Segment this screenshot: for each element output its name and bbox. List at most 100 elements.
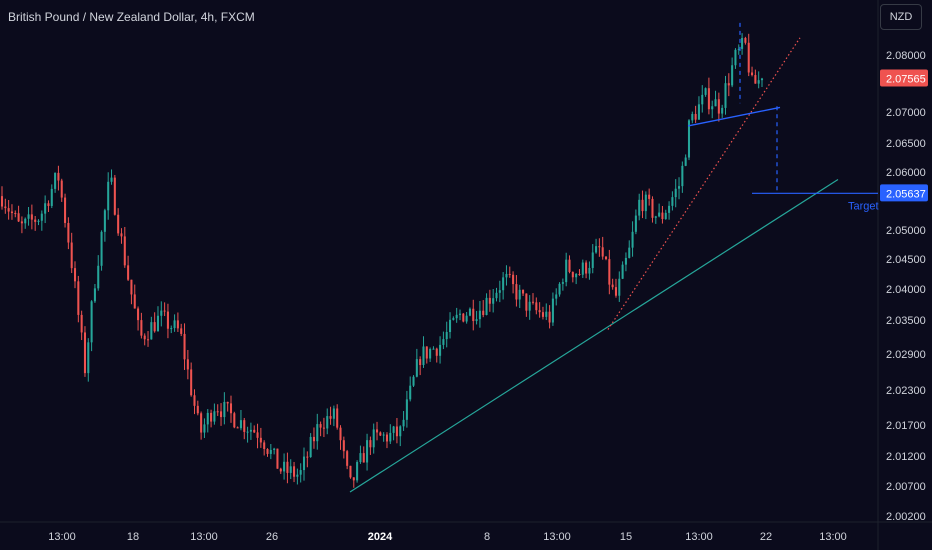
y-tick-label: 2.05000 [886, 225, 926, 237]
y-tick-label: 2.04000 [886, 284, 926, 296]
candle-body [296, 474, 299, 477]
candle-body [389, 432, 392, 442]
x-tick-label: 2024 [368, 531, 393, 543]
candle-body [558, 283, 561, 295]
support-trendline[interactable] [349, 178, 839, 493]
candle-body [20, 221, 23, 224]
candle-body [326, 416, 329, 429]
candle-body [591, 252, 594, 268]
candle-body [571, 271, 574, 278]
candle-body [525, 293, 528, 311]
candle-body [283, 461, 286, 472]
candle-body [289, 466, 292, 473]
candle-body [518, 289, 521, 300]
candle-body [34, 219, 37, 222]
candle-body [687, 120, 691, 158]
candle-body [259, 437, 262, 443]
y-tick-label: 2.03500 [886, 315, 926, 327]
currency-button[interactable]: NZD [880, 4, 922, 30]
candle-body [10, 211, 13, 214]
candle-body [548, 311, 551, 323]
candle-body [226, 401, 229, 404]
candle-body [492, 298, 495, 304]
candle-body [243, 420, 246, 432]
candle-body [405, 399, 408, 420]
candle-body [156, 315, 160, 332]
candle-body [634, 215, 637, 232]
candle-body [14, 213, 17, 215]
candle-body [638, 199, 641, 216]
candle-body [551, 298, 554, 323]
candle-body [369, 440, 372, 448]
pattern-base-line[interactable] [687, 106, 781, 127]
x-tick-label: 26 [266, 531, 278, 543]
x-tick-label: 22 [760, 531, 772, 543]
candle-body [319, 424, 322, 428]
candle-body [183, 333, 186, 360]
candle-body [422, 346, 425, 365]
candle-body [220, 411, 223, 418]
time-axis[interactable]: 13:00 18 13:00 26 2024 8 13:00 15 13:00 22 13:00 [48, 531, 847, 543]
y-tick-label: 2.06000 [886, 167, 926, 179]
candle-body [747, 42, 750, 73]
candle-body [498, 290, 501, 293]
candle-body [37, 220, 40, 222]
candle-body [306, 456, 309, 458]
candle-body [528, 301, 531, 311]
candle-body [236, 427, 239, 429]
candle-body [555, 294, 558, 299]
candle-body [741, 37, 744, 49]
candle-body [279, 468, 282, 472]
candle-body [107, 181, 110, 211]
candle-body [508, 273, 511, 275]
candle-body [4, 206, 7, 209]
candle-body [30, 214, 33, 220]
candle-body [332, 408, 335, 419]
candle-body [44, 203, 47, 214]
candle-body [737, 48, 740, 50]
candle-body [472, 308, 475, 322]
candle-body [724, 83, 727, 108]
candle-body [54, 172, 57, 189]
candle-body [342, 440, 345, 452]
candle-body [721, 107, 724, 114]
candle-body [664, 212, 667, 220]
candle-body [24, 218, 27, 224]
candle-body [727, 83, 730, 86]
candle-body [266, 449, 269, 454]
candle-body [694, 113, 697, 120]
candle-body [130, 279, 133, 295]
candle-body [302, 456, 306, 471]
candle-body [648, 194, 651, 199]
candle-body [193, 395, 196, 406]
candle-body [143, 335, 146, 340]
candle-body [253, 429, 256, 433]
candle-body [329, 416, 332, 419]
candle-body [57, 172, 60, 181]
candle-body [356, 462, 359, 481]
price-axis[interactable]: 2.08000 2.07000 2.06500 2.06000 2.05000 2.045… [886, 50, 926, 523]
candle-body [17, 213, 20, 222]
candle-body [522, 289, 525, 294]
candle-body [661, 212, 664, 220]
steep-trendline[interactable] [607, 37, 801, 330]
candle-body [293, 466, 296, 477]
candle-body [100, 231, 103, 266]
candle-body [346, 451, 349, 466]
y-tick-label: 2.07000 [886, 107, 926, 119]
candle-body [601, 247, 604, 257]
candle-body [415, 359, 418, 377]
candle-body [435, 348, 438, 356]
candle-body [505, 273, 508, 278]
candle-body [631, 231, 634, 248]
candle-body [87, 342, 90, 374]
candle-body [190, 369, 193, 396]
candle-body [449, 319, 452, 333]
chart-title: British Pound / New Zealand Dollar, 4h, … [8, 10, 255, 24]
candle-body [478, 310, 481, 320]
y-tick-label: 2.01700 [886, 420, 926, 432]
candle-body [452, 318, 455, 320]
candle-body [276, 448, 279, 469]
